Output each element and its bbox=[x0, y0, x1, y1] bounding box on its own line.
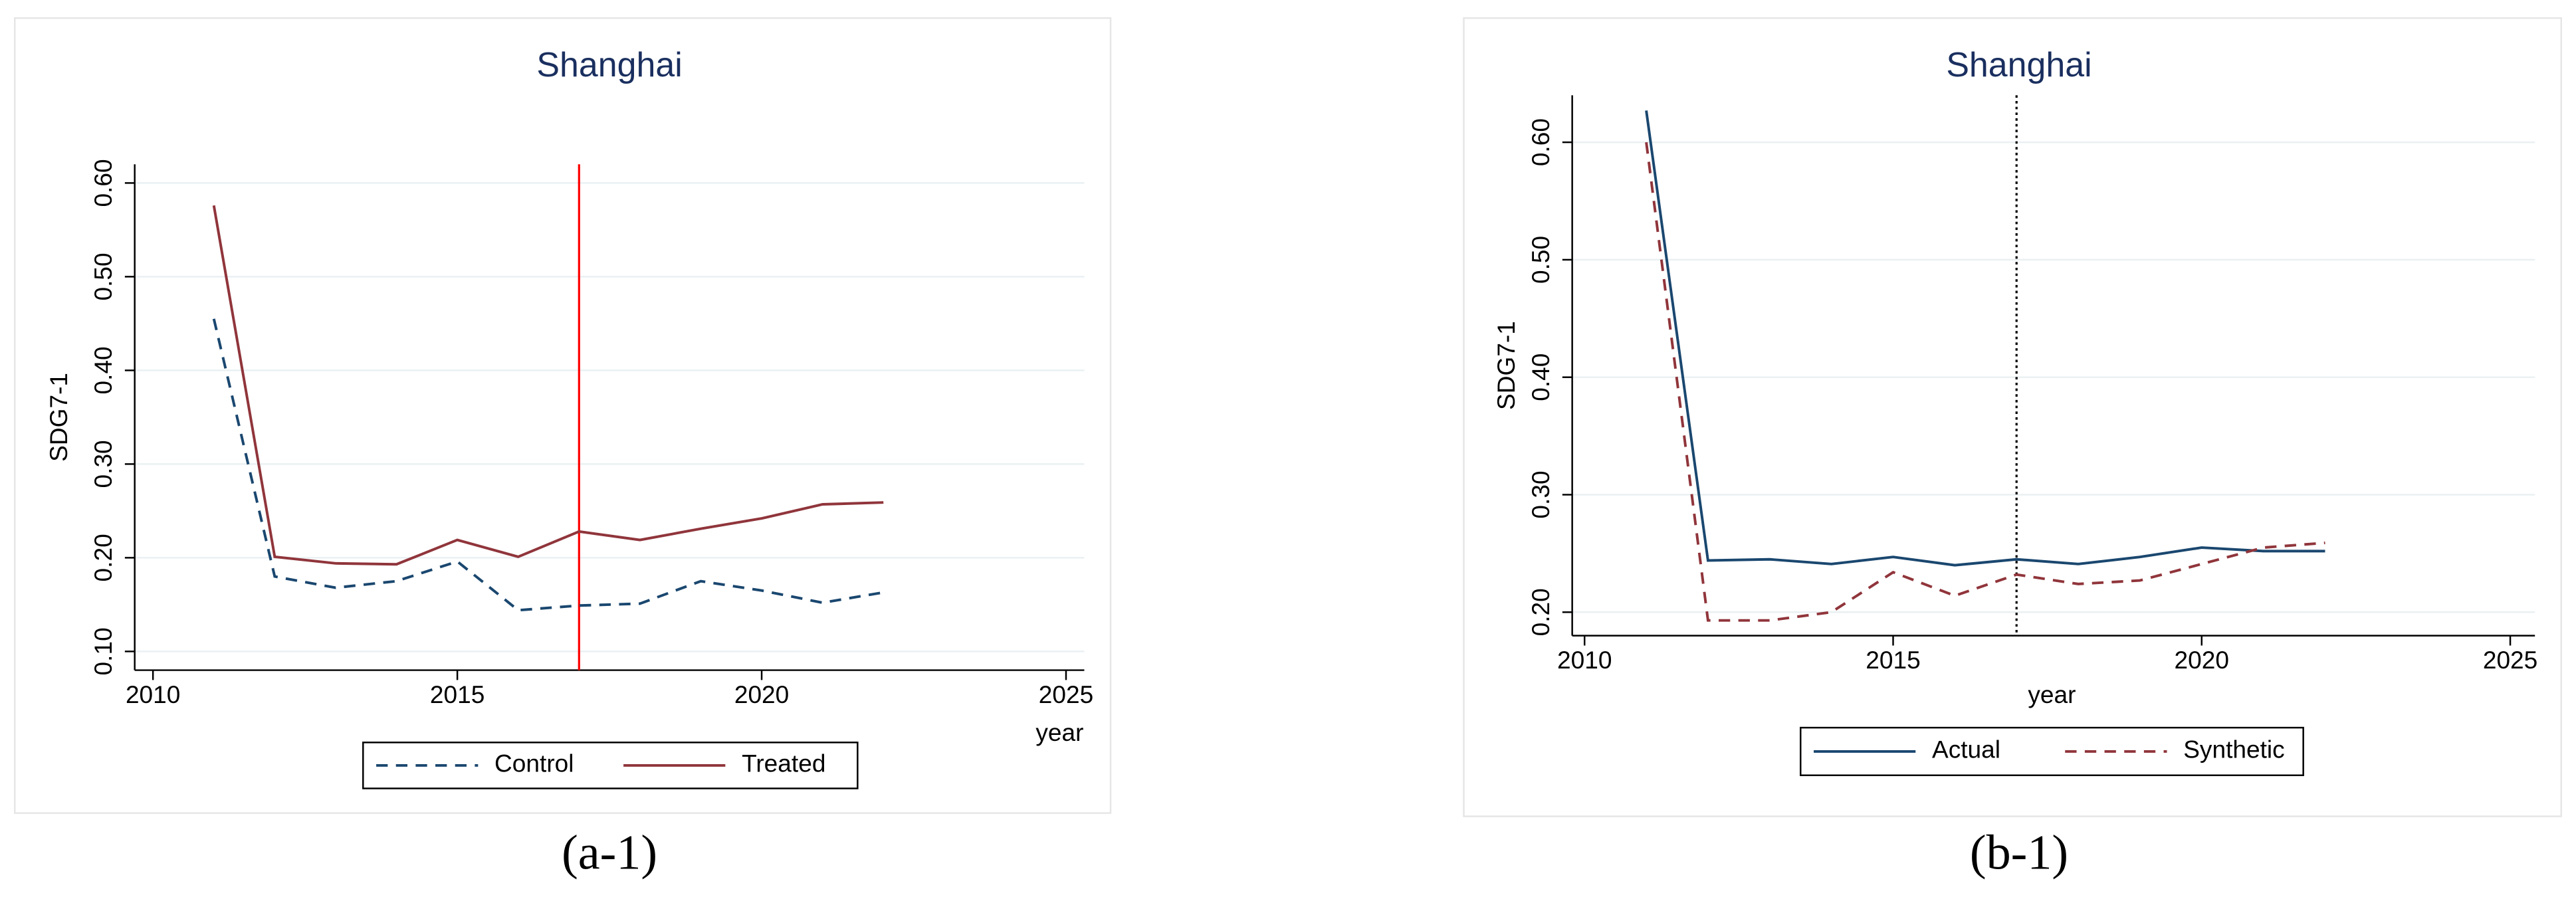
y-tick-label: 0.60 bbox=[89, 159, 117, 207]
x-axis-label: year bbox=[1035, 718, 1083, 746]
y-tick-label: 0.30 bbox=[89, 440, 117, 488]
y-tick-label: 0.50 bbox=[89, 252, 117, 300]
y-tick-label: 0.20 bbox=[89, 534, 117, 581]
panel-frame bbox=[14, 17, 1112, 814]
chart-title: Shanghai bbox=[1946, 46, 2092, 84]
y-tick-label: 0.40 bbox=[1527, 354, 1555, 401]
legend-label: Synthetic bbox=[2183, 736, 2284, 763]
x-tick-label: 2025 bbox=[2483, 646, 2537, 674]
series-line bbox=[1645, 110, 2325, 567]
y-tick-label: 0.40 bbox=[89, 346, 117, 394]
y-tick-label: 0.50 bbox=[1527, 236, 1555, 284]
legend-label: Actual bbox=[1932, 736, 2000, 763]
x-axis-label: year bbox=[2028, 680, 2076, 708]
y-tick-label: 0.20 bbox=[1527, 588, 1555, 636]
x-tick-label: 2015 bbox=[1866, 646, 1920, 674]
series-line bbox=[212, 205, 884, 566]
panel-frame bbox=[1463, 17, 2562, 817]
y-tick-label: 0.10 bbox=[89, 627, 117, 675]
legend-label: Treated bbox=[742, 750, 825, 777]
x-tick-label: 2020 bbox=[734, 680, 789, 708]
series-line bbox=[212, 318, 884, 612]
caption: (a-1) bbox=[562, 825, 657, 880]
y-tick-label: 0.30 bbox=[1527, 470, 1555, 518]
x-tick-label: 2015 bbox=[430, 680, 484, 708]
x-tick-label: 2020 bbox=[2175, 646, 2229, 674]
caption: (b-1) bbox=[1970, 825, 2068, 880]
series-line bbox=[1645, 142, 2325, 622]
y-axis-label: SDG7-1 bbox=[1492, 321, 1520, 410]
legend-label: Control bbox=[494, 750, 574, 777]
x-tick-label: 2025 bbox=[1039, 680, 1093, 708]
y-axis-label: SDG7-1 bbox=[45, 373, 72, 462]
chart-title: Shanghai bbox=[536, 46, 682, 84]
x-tick-label: 2010 bbox=[1557, 646, 1612, 674]
x-tick-label: 2010 bbox=[126, 680, 180, 708]
y-tick-label: 0.60 bbox=[1527, 118, 1555, 166]
